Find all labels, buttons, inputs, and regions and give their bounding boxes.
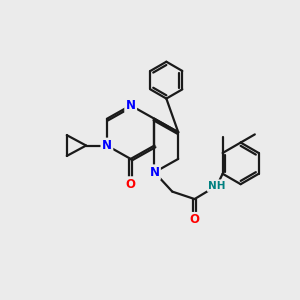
Text: N: N xyxy=(102,139,112,152)
Text: N: N xyxy=(126,99,136,112)
Text: N: N xyxy=(149,166,160,179)
Text: O: O xyxy=(126,178,136,191)
Text: NH: NH xyxy=(208,181,226,191)
Text: O: O xyxy=(190,213,200,226)
